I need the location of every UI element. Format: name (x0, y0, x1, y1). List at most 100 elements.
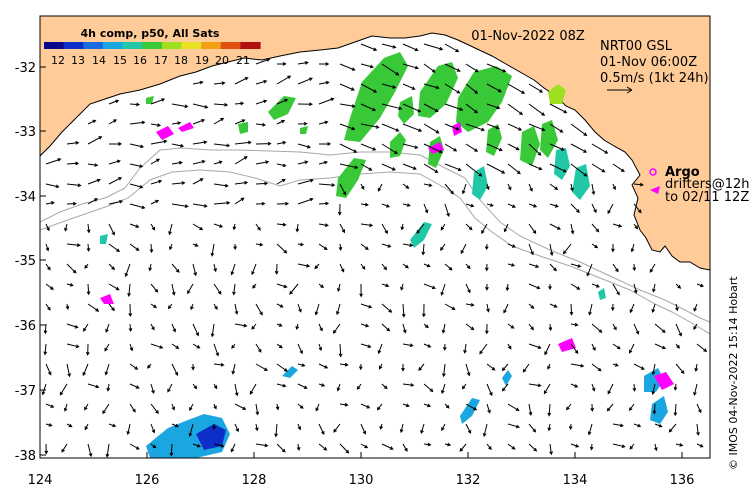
current-vector-arrow (507, 423, 521, 429)
current-vector-arrow (129, 143, 145, 149)
current-vector-arrow (86, 223, 91, 234)
current-vector-arrow (255, 403, 260, 416)
current-vector-arrow (45, 201, 55, 205)
latitude-axis: -32 -33 -34 -35 -36 -37 -38 (15, 61, 46, 464)
current-vector-arrow (423, 323, 429, 329)
current-vector-arrow (484, 243, 489, 251)
current-vector-arrow (633, 182, 644, 187)
current-vector-arrow (503, 303, 509, 314)
current-vector-arrow (104, 343, 110, 352)
current-vector-arrow (630, 243, 635, 253)
current-vector-arrow (255, 122, 267, 127)
current-vector-arrow (444, 183, 454, 195)
lat-tick-label: -37 (15, 384, 36, 399)
current-vector-arrow (629, 303, 635, 314)
current-vector-arrow (528, 323, 534, 331)
current-vector-arrow (318, 283, 325, 289)
current-vector-arrow (360, 243, 369, 251)
current-vector-arrow (591, 143, 609, 154)
current-vector-arrow (234, 156, 248, 165)
current-vector-arrow (297, 121, 308, 126)
current-vector-arrow (171, 363, 179, 377)
current-vector-arrow (360, 423, 367, 435)
current-vector-arrow (486, 183, 490, 191)
current-vector-arrow (66, 243, 81, 247)
current-vector-arrow (486, 443, 492, 451)
current-vector-arrow (465, 363, 471, 377)
current-vector-arrow (338, 343, 343, 358)
current-vector-arrow (84, 423, 89, 431)
current-vector-arrow (481, 223, 488, 234)
current-vector-arrow (589, 443, 594, 451)
current-vector-arrow (255, 181, 269, 186)
current-vector-arrow (612, 183, 616, 191)
current-vector-arrow (276, 119, 286, 125)
sst-colorbar: 4h comp, p50, All Sats 12 13 14 15 16 17… (44, 27, 261, 67)
current-vector-arrow (108, 303, 115, 312)
current-vector-arrow (108, 243, 121, 253)
current-time: 01-Nov 06:00Z (600, 55, 697, 70)
current-vector-arrow (570, 383, 579, 388)
current-vector-arrow (43, 343, 48, 356)
current-product: NRT00 GSL (600, 39, 673, 54)
current-vector-arrow (318, 423, 325, 436)
current-vector-arrow (188, 423, 194, 438)
current-vector-arrow (485, 283, 489, 291)
current-vector-arrow (444, 263, 453, 271)
current-vector-arrow (171, 403, 176, 411)
current-vector-arrow (289, 283, 299, 295)
current-vector-arrow (440, 283, 446, 296)
current-vector-arrow (150, 199, 160, 205)
current-vector-arrow (501, 383, 509, 392)
current-vector-arrow (549, 103, 568, 114)
current-vector-arrow (337, 203, 342, 216)
current-vector-arrow (213, 283, 222, 295)
current-vector-arrow (318, 243, 328, 250)
colorbar-swatch (44, 42, 65, 49)
current-vector-arrow (86, 283, 91, 296)
lon-tick-label: 134 (563, 473, 588, 488)
current-vector-arrow (401, 364, 405, 372)
current-vector-arrow (381, 203, 391, 208)
current-vector-arrow (213, 201, 231, 205)
current-vector-arrow (528, 223, 537, 235)
scale-arrow-head (626, 86, 633, 94)
current-vector-arrow (381, 383, 388, 390)
current-vector-arrow (570, 283, 581, 290)
current-vector-arrow (465, 203, 475, 208)
current-vector-arrow (654, 423, 663, 428)
current-vector-arrow (339, 63, 356, 71)
current-vector-arrow (459, 443, 467, 452)
current-vector-arrow (629, 403, 635, 412)
current-vector-arrow (41, 383, 47, 396)
current-vector-arrow (251, 323, 257, 330)
current-vector-arrow (66, 183, 82, 188)
current-vector-arrow (633, 323, 640, 335)
current-vector-arrow (633, 223, 639, 230)
current-vector-arrow (696, 403, 702, 414)
current-vector-arrow (171, 323, 176, 333)
current-vector-arrow (318, 383, 326, 387)
current-vector-arrow (423, 442, 432, 447)
current-vector-arrow (213, 383, 218, 390)
current-vector-arrow (402, 103, 422, 113)
current-vector-arrow (129, 183, 144, 189)
current-vector-arrow (696, 423, 700, 436)
current-scale: 0.5m/s (1kt 24h) (600, 71, 709, 86)
current-vector-arrow (402, 443, 408, 452)
lat-tick-label: -38 (15, 449, 36, 464)
current-vector-arrow (150, 403, 159, 415)
current-vector-arrow (379, 363, 383, 370)
current-vector-arrow (507, 183, 512, 191)
sst-patch (650, 396, 668, 424)
current-vector-arrow (255, 343, 262, 353)
current-vector-arrow (84, 263, 89, 269)
current-vector-arrow (213, 81, 226, 86)
current-vector-arrow (276, 178, 286, 185)
current-vector-arrow (549, 203, 559, 208)
argo-floats (100, 122, 674, 390)
current-vector-arrow (150, 343, 164, 349)
sst-patch (502, 370, 512, 386)
current-vector-arrow (673, 383, 678, 391)
